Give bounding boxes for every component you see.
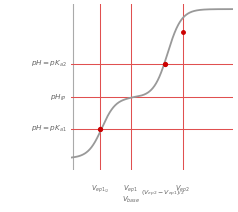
Text: $V_{ep1_{/2}}$: $V_{ep1_{/2}}$ — [91, 183, 109, 194]
Text: $pH_{IP}$: $pH_{IP}$ — [50, 92, 67, 103]
Text: $V_{base}$: $V_{base}$ — [122, 195, 140, 205]
Text: $V_{ep1}$: $V_{ep1}$ — [124, 183, 138, 195]
Text: $V_{ep2}$: $V_{ep2}$ — [175, 183, 190, 195]
Text: $pH = pK_{a1}$: $pH = pK_{a1}$ — [31, 124, 67, 134]
Text: $(V_{ep2}-V_{ep1})_{/2}$: $(V_{ep2}-V_{ep1})_{/2}$ — [141, 189, 185, 199]
Text: $pH = pK_{a2}$: $pH = pK_{a2}$ — [31, 59, 67, 69]
